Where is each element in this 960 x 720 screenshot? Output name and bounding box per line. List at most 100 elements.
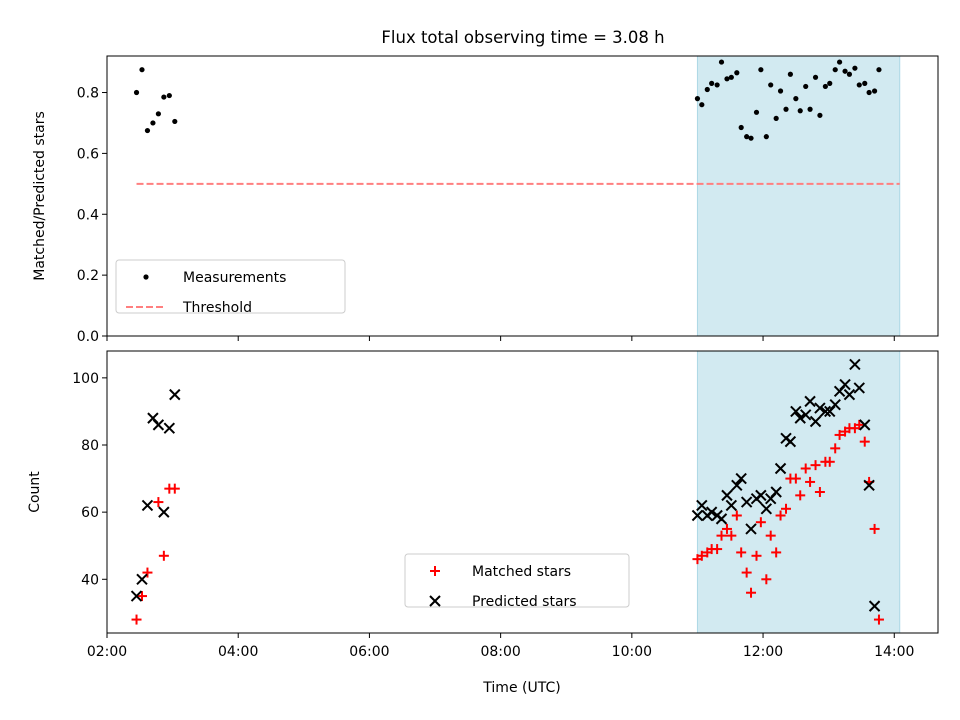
matched-star-marker (761, 574, 772, 585)
count-panel: 40 60 80 100 02:00 04:00 06:00 08:00 10:00 12:00 1… (27, 350, 939, 660)
matched-star-marker (781, 503, 792, 514)
predicted-star-marker (770, 486, 782, 498)
predicted-star-marker (735, 472, 747, 485)
matched-star-marker (854, 419, 865, 430)
legend: Measurements Threshold (115, 259, 346, 316)
chart-title: Flux total observing time = 3.08 h (381, 28, 664, 47)
measurement-point (768, 82, 774, 88)
predicted-star-marker (774, 462, 787, 475)
x-tick-label: 10:00 (612, 644, 652, 660)
matched-star-marker (712, 544, 723, 555)
matched-star-marker (142, 567, 153, 578)
measurement-point (773, 115, 779, 121)
predicted-star-marker (755, 489, 767, 502)
predicted-star-marker (853, 382, 865, 394)
measurement-point (876, 67, 882, 73)
y-tick-label: 100 (72, 371, 99, 387)
measurement-point (787, 71, 793, 77)
legend-marker-matched (430, 566, 440, 576)
legend-box (115, 259, 346, 314)
measurement-point (150, 120, 156, 126)
measurement-point (139, 67, 145, 73)
y-tick-label: 0.6 (77, 146, 99, 162)
predicted-star-marker (799, 409, 812, 421)
matched-star-marker (859, 436, 870, 447)
predicted-star-marker (839, 378, 851, 391)
measurement-point (832, 67, 838, 73)
measurement-point (842, 68, 848, 74)
measurement-point (783, 106, 789, 112)
measurement-point (797, 108, 803, 114)
measurement-point (817, 112, 823, 118)
matched-star-marker (158, 550, 169, 561)
y-tick-label: 0.8 (77, 86, 99, 102)
x-tick-label: 14:00 (874, 644, 914, 660)
matched-star-marker (805, 476, 816, 487)
measurement-point (763, 134, 769, 140)
measurement-point (738, 124, 744, 131)
x-tick-label: 02:00 (87, 644, 127, 660)
y-tick-label: 40 (81, 572, 99, 588)
legend-label: Measurements (183, 270, 286, 286)
x-tick-label: 12:00 (743, 644, 783, 660)
matched-star-marker (824, 456, 835, 467)
measurement-point (699, 102, 705, 108)
measurement-point (166, 92, 172, 99)
predicted-star-marker (163, 422, 176, 434)
predicted-star-marker (794, 412, 806, 424)
predicted-star-marker (705, 506, 718, 518)
axes-frame (106, 350, 939, 634)
predicted-star-marker (725, 499, 738, 512)
matched-star-marker (721, 523, 732, 534)
predicted-star-marker (141, 499, 154, 512)
matched-star-marker (810, 460, 821, 471)
matched-star-marker (771, 547, 782, 558)
x-tick-label: 06:00 (349, 644, 389, 660)
predicted-star-marker (740, 496, 753, 508)
measurement-point (758, 67, 764, 73)
legend-marker-predicted (429, 595, 441, 607)
predicted-star-marker (696, 499, 708, 512)
predicted-star-marker (691, 509, 704, 522)
measurement-point (724, 76, 730, 82)
matched-star-marker (736, 547, 747, 558)
measurement-point (822, 83, 828, 90)
shaded-window (696, 350, 901, 634)
measurement-point (852, 65, 858, 71)
measurement-point (827, 80, 833, 86)
measurement-point (709, 80, 715, 86)
y-axis-label: Matched/Predicted stars (32, 111, 48, 281)
measurement-point (846, 71, 853, 77)
measurement-point (718, 59, 725, 65)
predicted-star-marker (130, 590, 143, 602)
predicted-star-marker (863, 479, 875, 491)
matched-star-marker (746, 587, 757, 598)
legend-box (404, 553, 630, 608)
predicted-star-marker (829, 399, 841, 411)
predicted-star-marker (784, 435, 797, 448)
predicted-star-marker (158, 506, 170, 518)
measurement-point (728, 74, 734, 80)
legend: Matched stars Predicted stars (404, 553, 630, 610)
matched-star-marker (755, 517, 766, 528)
matched-star-marker (153, 497, 164, 508)
matched-star-marker (795, 490, 806, 501)
matched-star-marker (136, 591, 147, 602)
measurement-point (871, 88, 878, 94)
measurement-point (856, 82, 862, 88)
y-tick-label: 0.2 (77, 268, 99, 284)
predicted-star-marker (868, 600, 881, 612)
predicted-star-marker (790, 405, 802, 418)
measurement-point (704, 86, 710, 93)
legend-label: Threshold (182, 300, 252, 316)
predicted-star-marker (809, 415, 822, 428)
matched-star-marker (765, 530, 776, 541)
predicted-star-marker (843, 388, 856, 401)
measurement-point (836, 59, 843, 65)
measurement-point (714, 82, 720, 88)
matched-star-marker (751, 550, 762, 561)
measurement-point (866, 89, 872, 96)
measurement-point (133, 89, 140, 96)
measurement-point (744, 134, 750, 140)
